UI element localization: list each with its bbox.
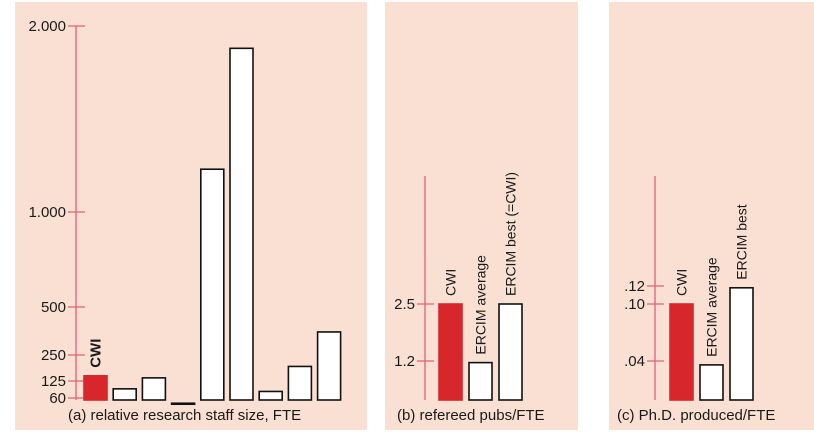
bar-label: ERCIM best (=CWI) bbox=[503, 172, 519, 296]
y-tick-label: 60 bbox=[49, 390, 66, 407]
bar bbox=[287, 365, 313, 401]
panel-c-caption: (c) Ph.D. produced/FTE bbox=[617, 407, 775, 424]
bar bbox=[200, 168, 225, 401]
bar bbox=[83, 374, 108, 401]
panel-b-y-axis: 1.2 2.5 bbox=[394, 176, 434, 400]
y-tick-label: .10 bbox=[624, 296, 645, 313]
bar bbox=[141, 377, 167, 401]
bar-label: CWI bbox=[674, 269, 690, 296]
bar bbox=[170, 402, 196, 406]
bar bbox=[229, 47, 254, 401]
bar-label: ERCIM average bbox=[473, 255, 489, 355]
bar-label: ERCIM best bbox=[734, 204, 750, 280]
panel-b-bars: CWI ERCIM average ERCIM best (=CWI) bbox=[438, 172, 523, 401]
panel-a-background bbox=[15, 2, 367, 430]
y-tick-label: 1.2 bbox=[394, 353, 415, 370]
bar-label: ERCIM average bbox=[704, 257, 720, 357]
bar bbox=[112, 388, 137, 401]
y-tick-label: 250 bbox=[41, 347, 66, 364]
y-tick-label: 125 bbox=[41, 373, 66, 390]
bar bbox=[498, 303, 523, 401]
panel-c-y-axis: .04 .10.12 bbox=[624, 176, 664, 400]
y-tick-label: 500 bbox=[41, 299, 66, 316]
panel-a-caption: (a) relative research staff size, FTE bbox=[68, 407, 301, 424]
y-tick-label: 1.000 bbox=[28, 204, 66, 221]
panel-c-phd-produced: .04 .10.12 CWI ERCIM average ERCIM best (c)… bbox=[609, 2, 814, 430]
bar bbox=[438, 303, 463, 401]
bar bbox=[468, 361, 493, 401]
bar bbox=[258, 390, 284, 401]
y-tick-label: 2.5 bbox=[394, 296, 415, 313]
bar bbox=[316, 331, 342, 401]
panel-a-bars: CWI bbox=[83, 47, 342, 406]
y-tick-label: .04 bbox=[624, 353, 645, 370]
panel-c-background bbox=[609, 2, 814, 430]
bar-label: CWI bbox=[88, 339, 105, 368]
bar bbox=[669, 303, 694, 401]
bar bbox=[729, 286, 754, 401]
y-tick-label: .12 bbox=[624, 278, 645, 295]
y-tick-label: 2.000 bbox=[28, 18, 66, 35]
bar-label: CWI bbox=[443, 269, 459, 296]
panel-b-caption: (b) refereed pubs/FTE bbox=[397, 407, 545, 424]
panel-b-refereed-pubs: 1.2 2.5 CWI ERCIM average ERCIM best (=CWI)… bbox=[385, 2, 578, 430]
bar bbox=[699, 364, 724, 401]
panel-b-background bbox=[385, 2, 578, 430]
panel-c-bars: CWI ERCIM average ERCIM best bbox=[669, 204, 754, 401]
